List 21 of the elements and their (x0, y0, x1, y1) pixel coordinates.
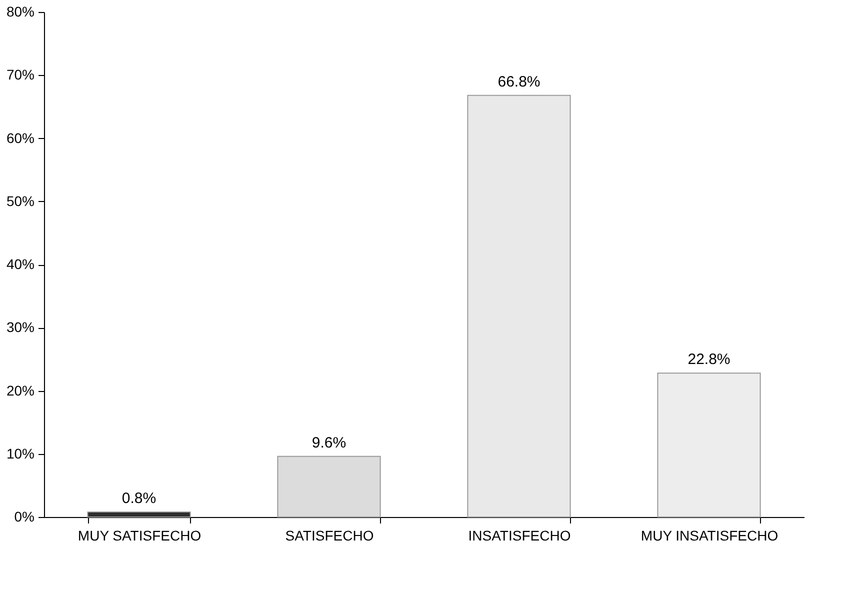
y-tick-label: 60% (6, 130, 34, 146)
data-label: 66.8% (498, 73, 540, 90)
y-tick-label: 30% (6, 319, 34, 336)
y-tick-label: 10% (6, 445, 34, 462)
x-tick-label: INSATISFECHO (468, 528, 571, 544)
y-tick-label: 50% (6, 192, 34, 209)
data-label: 22.8% (688, 351, 730, 368)
y-tick-label: 80% (6, 4, 34, 20)
x-tick-label: SATISFECHO (285, 528, 374, 544)
y-tick-label: 40% (6, 256, 34, 272)
x-tick-label: MUY SATISFECHO (78, 528, 202, 544)
x-tick-label: MUY INSATISFECHO (640, 528, 778, 544)
data-label: 0.8% (122, 490, 156, 507)
bar (467, 94, 571, 518)
y-tick-label: 70% (6, 66, 34, 83)
y-tick-label: 20% (6, 382, 34, 398)
bar (657, 372, 761, 518)
data-label: 9.6% (312, 434, 346, 452)
bar (87, 511, 191, 518)
y-tick-label: 0% (14, 508, 34, 524)
bar (277, 456, 381, 518)
